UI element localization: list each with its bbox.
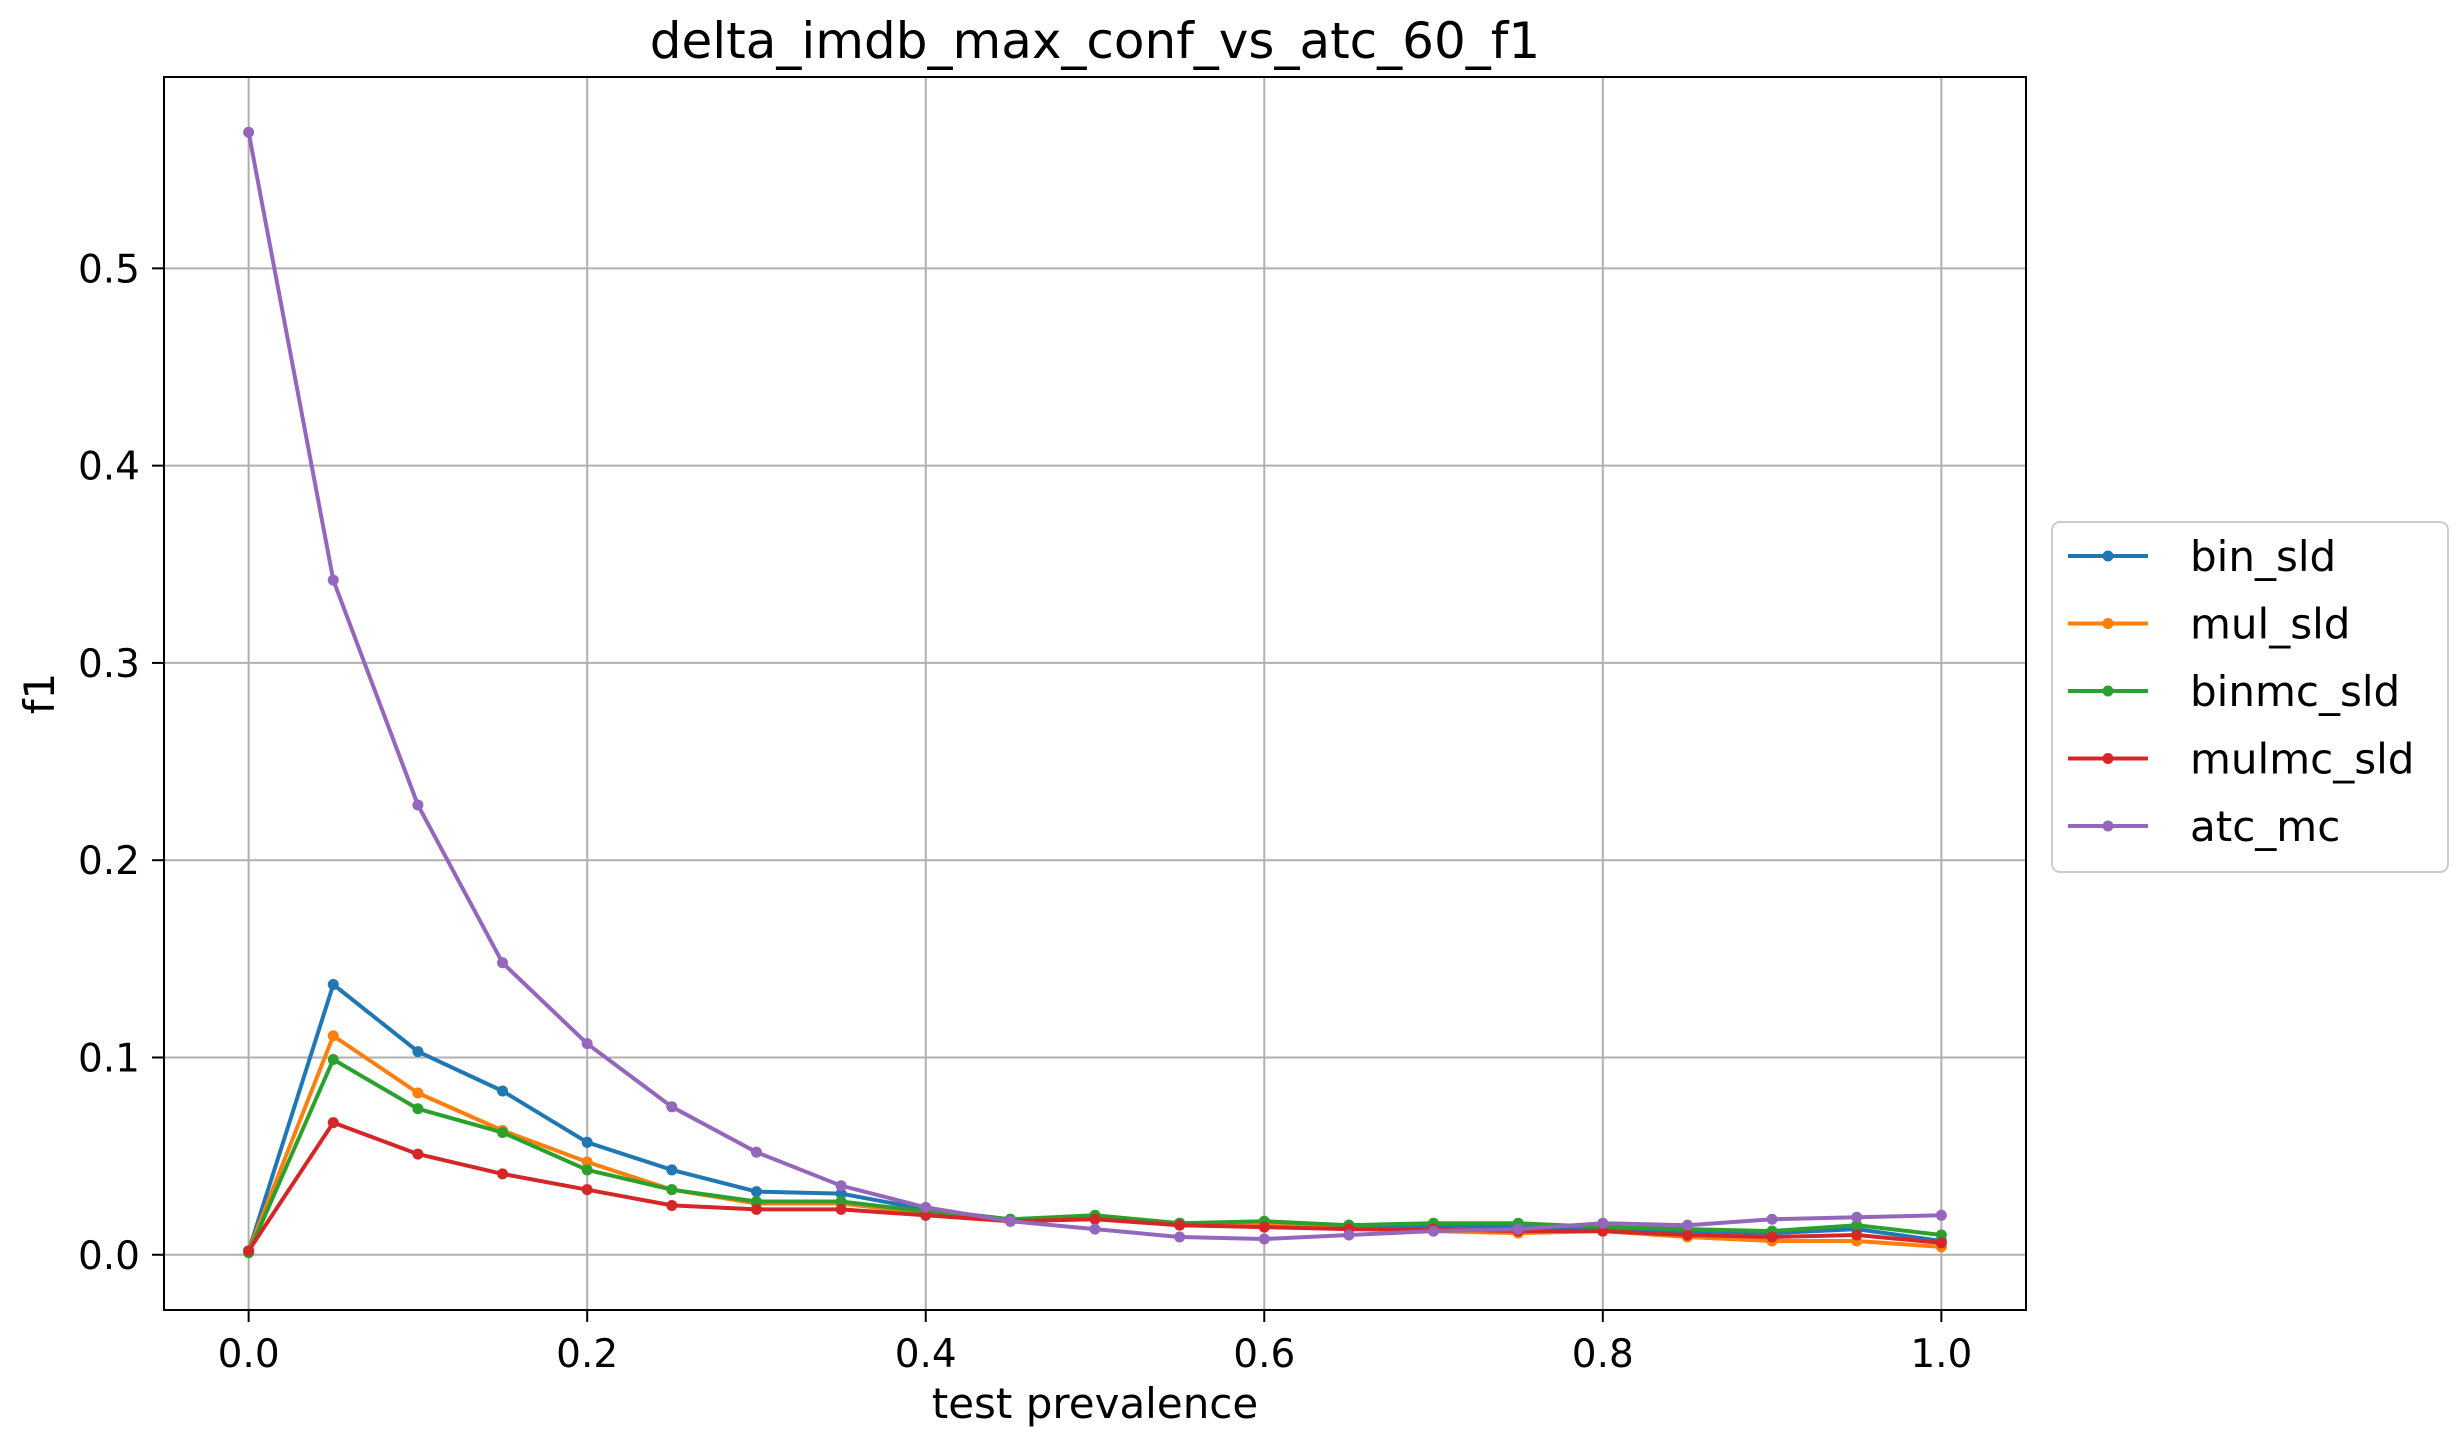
data-point-mul_sld-4	[581, 1156, 593, 1168]
data-point-binmc_sld-3	[497, 1126, 509, 1138]
x-tick-label-2: 0.4	[895, 1332, 957, 1377]
data-point-binmc_sld-2	[412, 1103, 424, 1115]
data-point-bin_sld-4	[581, 1136, 593, 1148]
y-axis-ticks: 0.0 0.1 0.2 0.3 0.4 0.5	[78, 247, 164, 1279]
x-axis-label: test prevalence	[932, 1379, 1259, 1428]
data-point-bin_sld-6	[750, 1186, 762, 1198]
y-tick-label-3: 0.3	[78, 642, 140, 687]
data-point-binmc_sld-5	[666, 1184, 678, 1196]
data-point-bin_sld-3	[497, 1085, 509, 1097]
y-tick-label-4: 0.4	[78, 445, 140, 490]
legend-marker-mulmc_sld	[2102, 753, 2114, 764]
legend-item-atc_mc: atc_mc	[2068, 802, 2340, 851]
data-point-binmc_sld-7	[835, 1195, 847, 1207]
data-point-atc_mc-0	[243, 126, 255, 138]
x-tick-label-5: 1.0	[1910, 1332, 1972, 1377]
data-point-atc_mc-13	[1343, 1229, 1355, 1241]
legend-label-atc_mc: atc_mc	[2190, 802, 2340, 851]
legend-item-bin_sld: bin_sld	[2068, 532, 2336, 581]
legend-item-mulmc_sld: mulmc_sld	[2068, 735, 2414, 784]
data-point-mulmc_sld-7	[835, 1203, 847, 1215]
data-point-atc_mc-16	[1597, 1217, 1609, 1229]
data-point-atc_mc-14	[1428, 1225, 1440, 1237]
legend-marker-bin_sld	[2102, 550, 2114, 562]
data-point-atc_mc-15	[1512, 1223, 1524, 1235]
legend-label-mul_sld: mul_sld	[2190, 600, 2350, 649]
chart-title: delta_imdb_max_conf_vs_atc_60_f1	[650, 12, 1540, 70]
data-point-bin_sld-7	[835, 1188, 847, 1200]
data-point-mulmc_sld-16	[1597, 1225, 1609, 1237]
data-point-atc_mc-7	[835, 1180, 847, 1192]
legend-marker-mul_sld	[2102, 618, 2114, 629]
data-point-mulmc_sld-11	[1174, 1219, 1186, 1231]
plot-frame	[163, 76, 2027, 1311]
data-point-atc_mc-20	[1935, 1209, 1947, 1221]
data-point-bin_sld-5	[666, 1164, 678, 1176]
data-point-bin_sld-2	[412, 1046, 424, 1058]
legend-box	[2051, 521, 2449, 873]
data-point-binmc_sld-1	[327, 1053, 339, 1065]
data-point-atc_mc-12	[1258, 1233, 1270, 1245]
data-point-mulmc_sld-6	[750, 1203, 762, 1215]
y-tick-label-0: 0.0	[78, 1234, 140, 1279]
series-layer	[243, 126, 1947, 1259]
data-point-atc_mc-5	[666, 1101, 678, 1113]
y-tick-label-1: 0.1	[78, 1036, 140, 1081]
data-point-atc_mc-11	[1174, 1231, 1186, 1243]
data-point-mulmc_sld-17	[1681, 1229, 1693, 1241]
x-tick-label-3: 0.6	[1233, 1332, 1295, 1377]
y-tick-label-5: 0.5	[78, 247, 140, 292]
data-point-mulmc_sld-2	[412, 1148, 424, 1160]
legend-label-mulmc_sld: mulmc_sld	[2190, 735, 2414, 784]
data-point-mulmc_sld-8	[920, 1209, 932, 1221]
data-point-mulmc_sld-18	[1766, 1231, 1778, 1243]
data-point-atc_mc-8	[920, 1201, 932, 1213]
data-point-mulmc_sld-1	[327, 1117, 339, 1129]
legend-marker-binmc_sld	[2102, 685, 2114, 697]
data-point-atc_mc-4	[581, 1038, 593, 1050]
data-point-binmc_sld-19	[1851, 1219, 1863, 1231]
legend: bin_sld mul_sld binmc_sld mulmc_sld atc_mc	[2051, 521, 2449, 873]
data-point-mulmc_sld-19	[1851, 1229, 1863, 1241]
x-tick-label-4: 0.8	[1572, 1332, 1634, 1377]
x-tick-label-0: 0.0	[218, 1332, 280, 1377]
data-point-mulmc_sld-12	[1258, 1221, 1270, 1233]
data-point-binmc_sld-20	[1935, 1229, 1947, 1241]
data-point-atc_mc-3	[497, 957, 509, 969]
legend-marker-atc_mc	[2102, 820, 2114, 832]
data-point-mulmc_sld-20	[1935, 1237, 1947, 1249]
legend-label-bin_sld: bin_sld	[2190, 532, 2336, 581]
data-point-atc_mc-18	[1766, 1213, 1778, 1225]
data-point-atc_mc-9	[1004, 1215, 1016, 1227]
data-point-mulmc_sld-4	[581, 1184, 593, 1196]
data-point-atc_mc-17	[1681, 1219, 1693, 1231]
data-point-atc_mc-1	[327, 574, 339, 586]
x-axis-ticks: 0.0 0.2 0.4 0.6 0.8 1.0	[218, 1310, 1972, 1377]
data-point-mul_sld-1	[327, 1030, 339, 1042]
data-point-atc_mc-19	[1851, 1211, 1863, 1223]
data-point-binmc_sld-6	[750, 1195, 762, 1207]
data-point-binmc_sld-4	[581, 1164, 593, 1176]
data-point-mul_sld-2	[412, 1087, 424, 1099]
grid	[164, 77, 2026, 1310]
data-point-mulmc_sld-10	[1089, 1213, 1101, 1225]
data-point-mulmc_sld-3	[497, 1168, 509, 1180]
data-point-atc_mc-2	[412, 799, 424, 811]
legend-item-binmc_sld: binmc_sld	[2068, 667, 2400, 716]
y-tick-label-2: 0.2	[78, 839, 140, 884]
legend-label-binmc_sld: binmc_sld	[2190, 667, 2400, 716]
data-point-bin_sld-1	[327, 978, 339, 990]
legend-item-mul_sld: mul_sld	[2068, 600, 2350, 649]
series-atc_mc	[243, 126, 1947, 1245]
data-point-atc_mc-6	[750, 1146, 762, 1158]
x-tick-label-1: 0.2	[556, 1332, 618, 1377]
data-point-mulmc_sld-5	[666, 1199, 678, 1211]
y-axis-label: f1	[15, 673, 64, 715]
data-point-mulmc_sld-0	[243, 1245, 255, 1257]
data-point-atc_mc-10	[1089, 1223, 1101, 1235]
